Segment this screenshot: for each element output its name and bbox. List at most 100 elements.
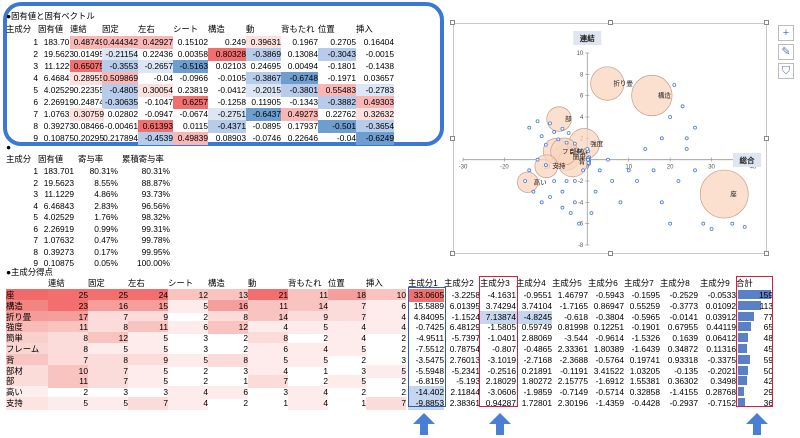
score-cell[interactable]: -3.2258 — [451, 290, 480, 300]
contrib-cell[interactable]: 99.31% — [141, 223, 170, 234]
eigen-value-cell[interactable]: -0.4805 — [102, 84, 138, 97]
score-row-label[interactable]: 折り畳 — [6, 310, 48, 324]
contrib-cell[interactable]: 4 — [33, 200, 38, 211]
eigen-value-cell[interactable]: -0.04 — [336, 133, 356, 143]
score-cell[interactable]: 6.01395 — [449, 300, 480, 311]
score-header[interactable]: 主成分9 — [700, 278, 730, 288]
score-cell[interactable]: 2 — [361, 354, 366, 365]
score-cell[interactable]: 0.21891 — [521, 365, 552, 376]
eigen-value-cell[interactable]: 0.00358 — [177, 49, 208, 59]
eigen-value-cell[interactable]: -0.1801 — [327, 61, 356, 71]
eigen-value-cell[interactable]: 0.217894 — [103, 133, 138, 143]
eigen-value-cell[interactable]: 6.46843 — [43, 73, 74, 83]
score-cell[interactable]: 1 — [243, 376, 248, 387]
score-cell[interactable]: -0.1901 — [631, 322, 660, 333]
score-cell[interactable]: 5 — [128, 364, 168, 378]
eigen-value-cell[interactable]: -0.0966 — [179, 73, 208, 83]
score-cell[interactable]: -0.5714 — [595, 387, 624, 398]
eigen-header[interactable]: 連結 — [70, 24, 87, 34]
eigen-value-cell[interactable]: 4.02529 — [43, 85, 74, 95]
score-cell[interactable]: 2 — [323, 376, 328, 387]
eigen-value-cell[interactable]: 2.26919 — [43, 97, 74, 107]
score-cell[interactable]: 5 — [288, 321, 328, 335]
score-cell[interactable]: 5 — [366, 364, 406, 378]
score-cell[interactable]: 3 — [283, 387, 288, 398]
score-cell[interactable]: 17 — [48, 310, 88, 324]
score-total-cell[interactable]: 36 — [763, 398, 773, 408]
score-cell[interactable]: 5 — [88, 397, 128, 410]
score-cell[interactable]: 0.67955 — [667, 322, 698, 333]
eigen-value-cell[interactable]: 0.24695 — [250, 61, 281, 71]
score-cell[interactable]: 9 — [128, 310, 168, 324]
score-cell[interactable]: 4 — [248, 321, 288, 335]
score-cell[interactable]: -4.8245 — [516, 310, 552, 324]
score-cell[interactable]: -5.193 — [456, 376, 480, 387]
contrib-cell[interactable]: 0.99% — [94, 223, 118, 234]
score-cell[interactable]: -4.1631 — [487, 290, 516, 300]
score-cell[interactable]: 25 — [88, 289, 128, 302]
score-cell[interactable]: -1.9859 — [523, 387, 552, 398]
score-row-label[interactable]: 支持 — [6, 397, 48, 410]
eigen-value-cell[interactable]: 0.30054 — [138, 84, 173, 97]
score-cell[interactable]: 11 — [248, 299, 288, 313]
score-cell[interactable]: 5 — [48, 397, 88, 410]
score-cell[interactable]: 5 — [168, 353, 208, 367]
eigen-value-cell[interactable]: 0.02802 — [107, 109, 138, 119]
score-header[interactable]: 連結 — [48, 278, 65, 288]
score-cell[interactable]: -0.5965 — [631, 311, 660, 322]
score-cell[interactable]: 3.74294 — [485, 300, 516, 311]
score-row-label[interactable]: 部材 — [6, 364, 48, 378]
eigen-value-cell[interactable]: -0.5163 — [173, 60, 208, 73]
score-cell[interactable]: 3.74104 — [521, 300, 552, 311]
score-cell[interactable]: 4.84095 — [413, 311, 444, 322]
score-cell[interactable]: -1.6912 — [595, 376, 624, 387]
resize-handle-tr[interactable] — [764, 20, 769, 25]
score-cell[interactable]: 2.33361 — [557, 344, 588, 354]
eigen-value-cell[interactable]: 0.2705 — [330, 37, 356, 47]
score-row-label[interactable]: 座 — [6, 289, 48, 302]
contrib-cell[interactable]: 1 — [33, 166, 38, 176]
eigen-value-cell[interactable]: 0.61393 — [138, 120, 173, 133]
eigen-value-cell[interactable]: 0.6257 — [173, 96, 208, 109]
score-cell[interactable]: -3.544 — [564, 333, 588, 344]
score-cell[interactable]: 2 — [401, 387, 406, 398]
score-cell[interactable]: -14.402 — [408, 386, 444, 400]
score-cell[interactable]: 8 — [48, 332, 88, 346]
eigen-row-index[interactable]: 2 — [33, 49, 38, 59]
score-cell[interactable]: 8 — [88, 321, 128, 335]
eigen-value-cell[interactable]: -0.2015 — [246, 84, 281, 97]
resize-handle-bm[interactable] — [608, 251, 613, 256]
score-row-label[interactable]: 簡単 — [6, 332, 48, 346]
score-cell[interactable]: -0.618 — [564, 311, 588, 322]
eigen-value-cell[interactable]: 0.10875 — [43, 133, 74, 143]
score-cell[interactable]: 0.03912 — [705, 311, 736, 322]
score-cell[interactable]: 2 — [323, 333, 328, 344]
bubble-chart[interactable]: -30-20-10010203040-8-6-4-2246810座構造折り畳強度… — [453, 23, 767, 254]
score-cell[interactable]: 9 — [288, 310, 328, 324]
eigen-header[interactable]: 左右 — [138, 24, 155, 34]
eigen-value-cell[interactable]: 0.49303 — [356, 96, 394, 109]
eigen-header[interactable]: 動 — [246, 24, 255, 34]
score-cell[interactable]: -0.3375 — [707, 354, 736, 365]
contrib-header[interactable]: 寄与率 — [78, 154, 104, 164]
score-cell[interactable]: 3 — [243, 365, 248, 376]
eigen-value-cell[interactable]: -0.0412 — [217, 85, 246, 95]
eigen-value-cell[interactable]: -0.04 — [153, 73, 173, 83]
eigen-value-cell[interactable]: -0.4371 — [208, 120, 246, 133]
eigen-value-cell[interactable]: -0.0674 — [179, 109, 208, 119]
score-cell[interactable]: 7 — [328, 299, 366, 313]
score-cell[interactable]: 0.32858 — [629, 387, 660, 398]
contrib-cell[interactable]: 99.78% — [141, 235, 170, 245]
score-cell[interactable]: 16 — [88, 299, 128, 313]
eigen-value-cell[interactable]: 0.13084 — [287, 49, 318, 59]
eigen-header[interactable]: 位置 — [318, 24, 335, 34]
eigen-value-cell[interactable]: -0.1047 — [144, 97, 173, 107]
score-cell[interactable]: 0.44119 — [706, 322, 736, 333]
eigen-value-cell[interactable]: 0.1967 — [292, 37, 318, 47]
contrib-cell[interactable]: 7 — [33, 235, 38, 245]
contrib-cell[interactable]: 183.701 — [43, 166, 74, 176]
score-cell[interactable]: -1.5326 — [631, 333, 660, 344]
score-cell[interactable]: 14 — [288, 299, 328, 313]
score-cell[interactable]: 4 — [328, 321, 366, 335]
score-cell[interactable]: 11 — [128, 321, 168, 335]
